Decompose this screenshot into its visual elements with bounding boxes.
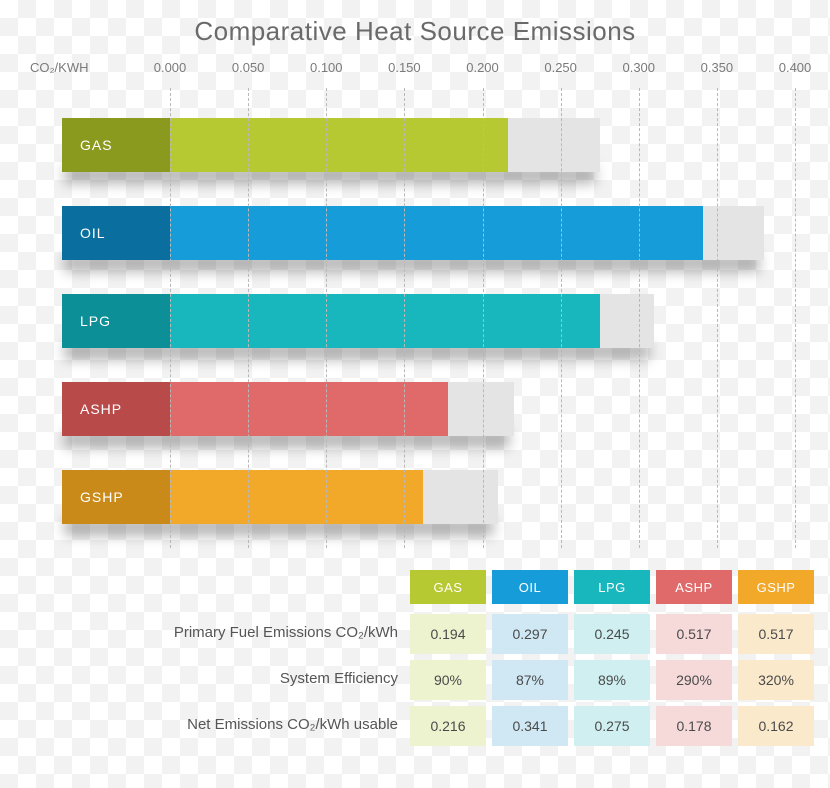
bars-container: GAS OIL LPG ASHP GSHP	[0, 88, 830, 548]
gridline	[326, 88, 327, 548]
bar-value	[170, 470, 423, 524]
table-cell: 0.517	[656, 614, 732, 654]
gridline	[483, 88, 484, 548]
table-row-label: Primary Fuel Emissions CO₂/kWh	[58, 624, 398, 641]
bar-value	[170, 294, 600, 348]
table-cell: 0.162	[738, 706, 814, 746]
chart-area: GAS OIL LPG ASHP GSHP	[0, 88, 830, 548]
table-row-label: Net Emissions CO₂/kWh usable	[58, 716, 398, 733]
table-cell: 0.341	[492, 706, 568, 746]
y-axis-unit: CO₂/KWH	[30, 60, 89, 75]
table-cell: 0.275	[574, 706, 650, 746]
bar-label: OIL	[62, 206, 170, 260]
x-tick-label: 0.250	[544, 60, 577, 75]
bar-label: LPG	[62, 294, 170, 348]
gridline	[248, 88, 249, 548]
gridline	[795, 88, 796, 548]
chart-title: Comparative Heat Source Emissions	[0, 16, 830, 47]
table-col-header: ASHP	[656, 570, 732, 604]
table-col-header: LPG	[574, 570, 650, 604]
table-cell: 87%	[492, 660, 568, 700]
table-cell: 0.517	[738, 614, 814, 654]
table-cell: 0.245	[574, 614, 650, 654]
table-col-header: GAS	[410, 570, 486, 604]
table-cell: 89%	[574, 660, 650, 700]
x-tick-label: 0.300	[622, 60, 655, 75]
x-tick-label: 0.150	[388, 60, 421, 75]
table-cell: 0.194	[410, 614, 486, 654]
data-table: GASOILLPGASHPGSHP Primary Fuel Emissions …	[0, 570, 830, 770]
gridline	[639, 88, 640, 548]
table-cell: 90%	[410, 660, 486, 700]
x-tick-label: 0.000	[154, 60, 187, 75]
gridline	[404, 88, 405, 548]
gridline	[561, 88, 562, 548]
gridline	[170, 88, 171, 548]
table-col-header: GSHP	[738, 570, 814, 604]
bar-value	[170, 382, 448, 436]
table-cell: 0.297	[492, 614, 568, 654]
bar-label: GSHP	[62, 470, 170, 524]
table-cell: 320%	[738, 660, 814, 700]
x-tick-label: 0.400	[779, 60, 812, 75]
x-axis-labels: CO₂/KWH 0.000 0.050 0.100 0.150 0.200 0.250 0.…	[0, 58, 830, 86]
table-cell: 0.216	[410, 706, 486, 746]
bar-value	[170, 206, 703, 260]
bar-label: GAS	[62, 118, 170, 172]
x-tick-label: 0.350	[701, 60, 734, 75]
bar-value	[170, 118, 508, 172]
table-cell: 290%	[656, 660, 732, 700]
x-tick-label: 0.050	[232, 60, 265, 75]
x-tick-label: 0.200	[466, 60, 499, 75]
gridline	[717, 88, 718, 548]
table-cell: 0.178	[656, 706, 732, 746]
x-tick-label: 0.100	[310, 60, 343, 75]
bar-label: ASHP	[62, 382, 170, 436]
table-row-label: System Efficiency	[58, 670, 398, 687]
table-col-header: OIL	[492, 570, 568, 604]
